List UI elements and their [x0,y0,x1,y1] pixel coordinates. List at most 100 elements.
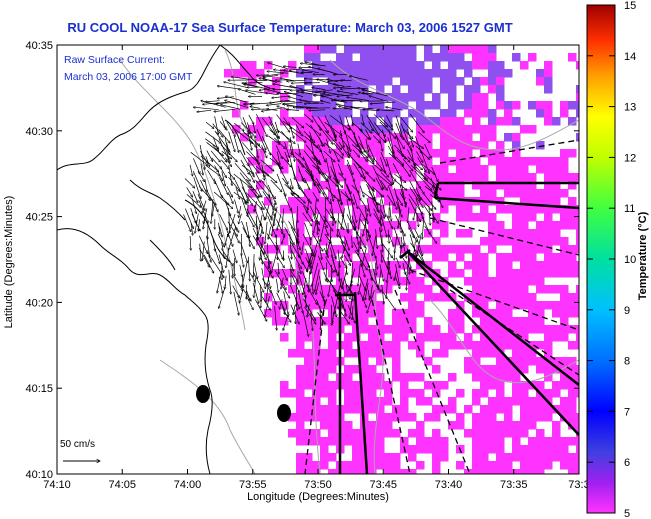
current-vector [408,207,410,223]
sst-cell [376,245,385,254]
sst-cell [328,93,337,102]
sst-cell [480,389,489,398]
current-vector [333,131,336,141]
sst-cell [504,469,513,474]
sst-cell [456,253,465,262]
current-vector [298,228,299,240]
sst-cell [336,285,345,294]
sst-cell [288,429,297,438]
current-vector [290,178,293,190]
current-vector [310,250,317,275]
sst-cell [440,437,449,446]
sst-cell [472,253,481,262]
sst-cell [368,405,377,414]
current-vector [340,241,350,257]
sst-cell [440,253,449,262]
sst-cell [360,141,369,150]
sst-cell [472,213,481,222]
sst-cell [552,445,561,454]
sst-cell [560,445,569,454]
sst-cell [440,141,449,150]
current-vector [291,82,312,83]
sst-cell [424,53,433,62]
sst-cell [576,221,579,230]
sst-cell [416,429,425,438]
sst-cell [456,413,465,422]
sst-cell [496,237,505,246]
current-vector [239,264,243,277]
sst-cell [352,69,361,78]
sst-cell [568,309,577,318]
sst-cell [352,45,361,54]
sst-cell [376,69,385,78]
sst-cell [416,157,425,166]
sst-cell [552,181,561,190]
sst-cell [464,157,473,166]
current-vector [312,233,323,251]
sst-cell [360,373,369,382]
current-vector [402,242,407,258]
current-vector [211,198,214,224]
sst-cell [336,109,345,118]
sst-cell [488,157,497,166]
sst-cell [400,397,409,406]
sst-cell [368,277,377,286]
current-vector [358,150,368,161]
sst-cell [440,293,449,302]
current-vector [265,205,270,220]
sst-cell [416,309,425,318]
sst-cell [344,365,353,374]
sst-cell [504,69,513,78]
current-vector [297,143,301,156]
sst-cell [384,341,393,350]
current-vector [352,235,353,248]
sst-cell [416,397,425,406]
sst-cell [400,261,409,270]
sst-cell [552,221,561,230]
current-vector [193,158,200,174]
current-vector [311,115,321,131]
sst-cell [432,453,441,462]
sst-cell [304,77,313,86]
sst-cell [432,53,441,62]
sst-cell [368,165,377,174]
sst-cell [360,461,369,470]
sst-cell [368,229,377,238]
current-vector [218,276,223,294]
sst-cell [488,61,497,70]
current-vector [245,82,263,83]
current-vector [318,137,323,146]
sst-cell [568,149,577,158]
sst-cell [472,325,481,334]
sst-cell [320,101,329,110]
sst-cell [496,173,505,182]
sst-cell [544,349,553,358]
current-vector [318,144,325,162]
sst-cell [384,413,393,422]
sst-cell [536,165,545,174]
current-vector [304,222,312,241]
sst-cell [408,45,417,54]
sst-cell [392,101,401,110]
sst-cell [416,85,425,94]
sst-cell [376,413,385,422]
sst-cell [440,349,449,358]
current-vector [246,157,260,173]
sst-cell [432,437,441,446]
sst-cell [416,301,425,310]
sst-cell [336,173,345,182]
sst-cell [456,213,465,222]
current-vector [274,121,278,133]
current-vector [430,177,440,202]
sst-cell [336,157,345,166]
current-vector [270,289,277,305]
current-vector [270,179,282,192]
sst-cell [384,77,393,86]
sst-cell [368,397,377,406]
sst-cell [408,93,417,102]
sst-cell [560,317,569,326]
sst-cell [464,213,473,222]
sst-cell [296,149,305,158]
current-vector [289,137,295,161]
sst-cell [360,317,369,326]
